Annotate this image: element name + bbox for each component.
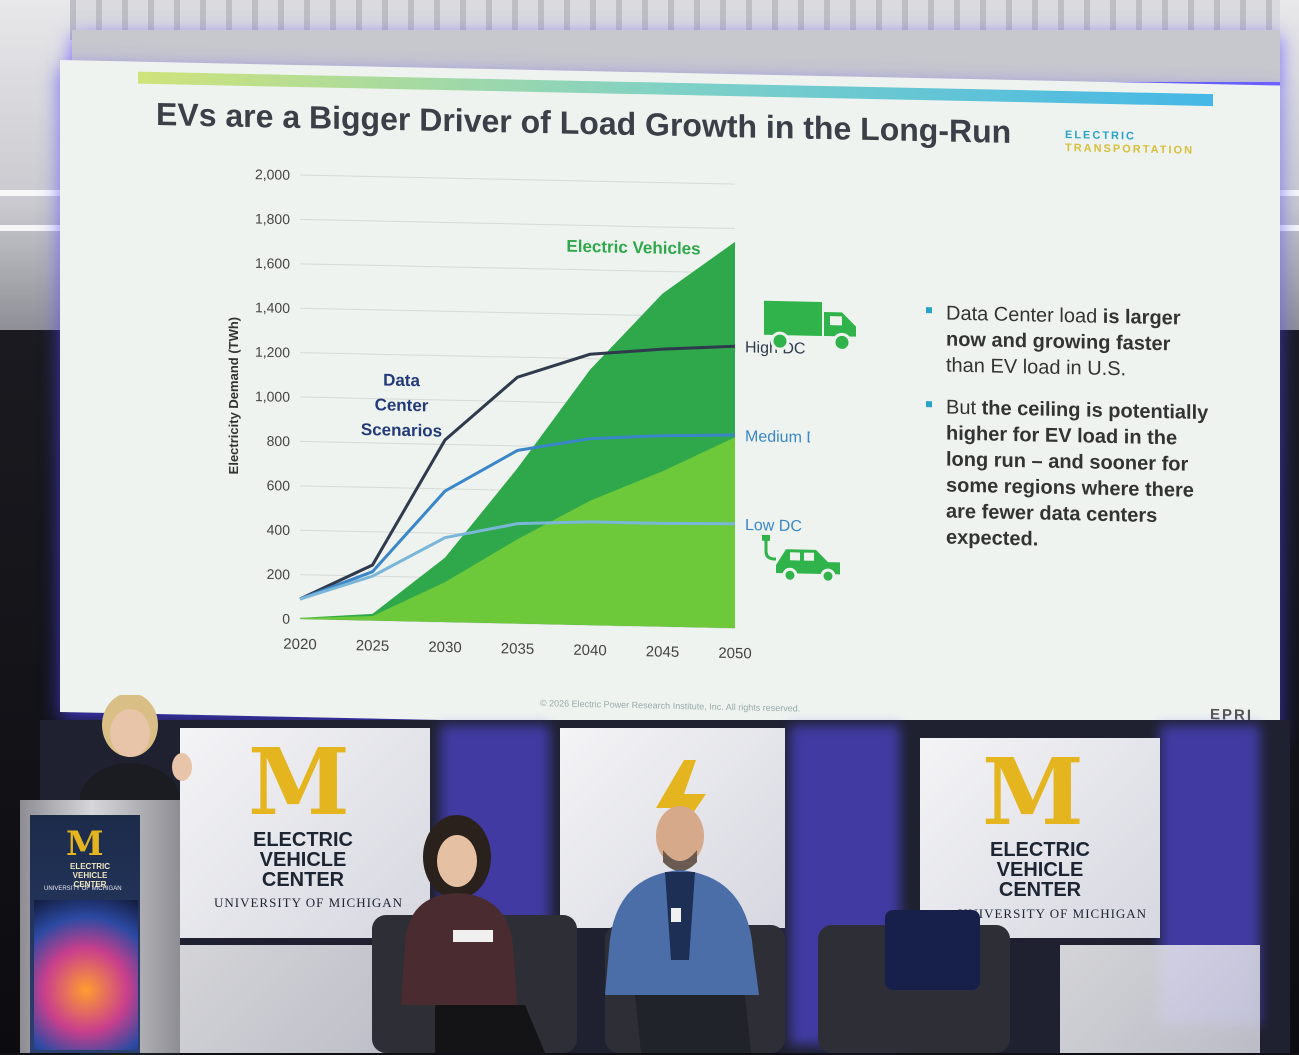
slide-title: EVs are a Bigger Driver of Load Growth i… — [156, 96, 1012, 150]
bullet-2-part-7: expected. — [946, 526, 1039, 551]
backdrop-university-left: UNIVERSITY OF MICHIGAN — [214, 895, 404, 910]
y-tick-label: 400 — [267, 522, 291, 538]
x-tick-label: 2030 — [428, 639, 461, 657]
podium-title-line: CENTER — [73, 880, 107, 889]
backdrop-title-line: CENTER — [998, 879, 1082, 901]
bullet-2-part-3: higher for EV load in the — [946, 422, 1178, 450]
panelist-woman — [401, 815, 545, 1053]
podium-title-line: ELECTRIC — [70, 862, 110, 871]
podium-university: UNIVERSITY OF MICHIGAN — [44, 886, 122, 892]
y-tick-label: 800 — [267, 433, 291, 449]
throw-pillow — [885, 910, 980, 990]
podium-title: ELECTRIC VEHICLE CENTER — [50, 862, 130, 889]
x-tick-label: 2050 — [718, 645, 751, 663]
backdrop-panel-lower — [1060, 945, 1260, 1053]
series-line — [299, 344, 736, 601]
bullet-1-part-3: now and growing faster — [946, 328, 1171, 356]
presentation-slide: EVs are a Bigger Driver of Load Growth i… — [60, 60, 1280, 738]
bullet-2-part-1: But — [946, 396, 982, 420]
x-tick-label: 2025 — [356, 637, 389, 655]
bullet-2-part-4: long run – and sooner for — [946, 448, 1189, 476]
x-tick-label: 2040 — [573, 642, 606, 660]
bullet-data-center: Data Center load is larger now and growi… — [926, 300, 1181, 383]
podium-title-line: VEHICLE — [72, 871, 108, 880]
backdrop-title-line: ELECTRIC — [990, 839, 1090, 861]
series-label: Low DC — [745, 517, 802, 535]
series-label: Medium DC — [745, 428, 810, 447]
annotation-label: Data — [383, 370, 420, 390]
gridline — [300, 174, 735, 185]
podium-artwork — [34, 900, 138, 1050]
x-tick-label: 2020 — [283, 636, 316, 654]
ev-car-icon — [762, 534, 840, 584]
bullet-1-part-2: is larger — [1102, 305, 1181, 330]
annotation-label: Scenarios — [361, 420, 442, 441]
y-tick-label: 0 — [282, 611, 290, 627]
backdrop-title-left: ELECTRIC VEHICLE CENTER — [238, 830, 368, 890]
y-tick-label: 1,800 — [255, 210, 290, 227]
copyright-notice: © 2026 Electric Power Research Institute… — [540, 698, 801, 714]
michigan-m-logo-left: M — [248, 728, 350, 836]
ev-area-lower — [300, 437, 735, 629]
backdrop-title-line: VEHICLE — [259, 849, 347, 871]
panelist-man — [605, 806, 759, 1053]
series-line — [299, 520, 736, 601]
gridline — [300, 218, 735, 230]
backdrop-title-line: CENTER — [261, 869, 345, 891]
brand-line-2: TRANSPORTATION — [1065, 142, 1195, 157]
y-axis-label: Electricity Demand (TWh) — [226, 317, 241, 475]
bullet-1-part-4: than EV load in U.S. — [946, 354, 1127, 381]
y-tick-label: 1,200 — [255, 344, 290, 361]
y-tick-label: 1,000 — [255, 388, 290, 405]
y-tick-label: 1,600 — [255, 255, 290, 272]
y-tick-label: 1,400 — [255, 299, 290, 316]
bullet-2-part-2: the ceiling is potentially — [981, 397, 1209, 425]
backdrop-panel-right — [920, 738, 1160, 938]
bullet-2-part-5: some regions where there — [946, 474, 1194, 502]
y-tick-label: 2,000 — [255, 166, 290, 183]
bullet-2-part-6: are fewer data centers — [946, 500, 1158, 527]
x-tick-label: 2045 — [646, 643, 679, 661]
podium-m-logo: M — [66, 824, 104, 864]
series-line — [299, 433, 736, 601]
area-label: Electric Vehicles — [566, 237, 700, 259]
bullet-1-part-1: Data Center load — [946, 302, 1103, 328]
brand-logo: ELECTRIC TRANSPORTATION — [1065, 129, 1194, 158]
backdrop-panel-left — [180, 728, 430, 938]
annotation-label: Center — [375, 395, 429, 415]
load-growth-chart: 0 200 400 600 800 1,000 1,200 1,400 1,600 1,800 2,… — [226, 166, 810, 663]
y-tick-label: 200 — [267, 566, 291, 582]
truck-icon — [764, 300, 856, 352]
michigan-m-logo-right: M — [982, 738, 1084, 846]
lightning-bolt-icon — [656, 760, 706, 850]
backdrop-university-right: UNIVERSITY OF MICHIGAN — [958, 906, 1148, 921]
bullet-marker — [926, 306, 932, 313]
gridline — [300, 263, 735, 274]
bullet-ev-ceiling: But the ceiling is potentially higher fo… — [926, 394, 1208, 556]
y-tick-label: 600 — [267, 477, 291, 493]
bullet-marker — [926, 400, 932, 407]
x-tick-label: 2035 — [501, 640, 534, 658]
backdrop-title-line: VEHICLE — [996, 859, 1084, 881]
backdrop-title-line: ELECTRIC — [253, 829, 353, 851]
backdrop-title-right: ELECTRIC VEHICLE CENTER — [975, 840, 1105, 900]
